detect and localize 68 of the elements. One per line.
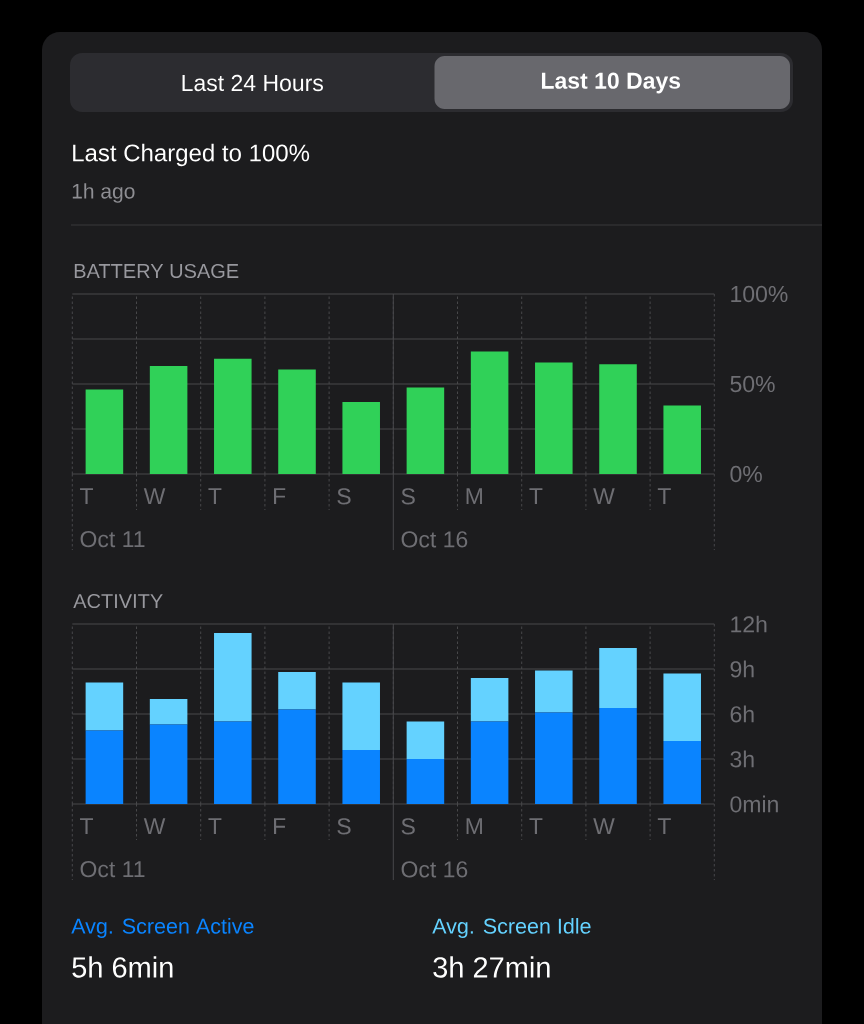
x-tick-label: S [337,818,351,835]
bar [470,678,509,722]
x-tick-label: M [466,818,482,835]
bar [663,741,701,805]
y-tick-label: 3h [730,750,754,768]
y-tick-label: 100% [731,285,788,303]
y-tick-label: 9h [730,660,754,678]
bar [342,402,380,475]
x-tick-label: F [273,488,286,505]
x-tick-label: W [143,818,166,835]
text: 1h ago [72,183,135,203]
x-tick-label: T Oct 11 [80,818,145,878]
chart-title: ACTIVITY [73,593,163,609]
x-tick-label: S Oct 16 [401,818,468,878]
x-tick-label: T Oct 11 [80,488,145,548]
x-tick-label: M [466,488,482,505]
bar [663,405,701,475]
bar [214,633,252,722]
bar [470,721,509,805]
bar [406,387,445,475]
bar [599,648,637,709]
x-tick-label: S Oct 16 [401,488,468,548]
bar [278,672,316,710]
bar [149,699,188,725]
y-tick-label: 12h [731,615,767,633]
bar [85,389,124,475]
y-tick-label: 50% [730,375,775,393]
bar [278,369,316,475]
text: 5h 6min [72,956,173,978]
text: Last Charged to 100% [73,143,310,167]
bar [85,730,124,805]
bar [278,709,316,805]
text: Last 10 Days [541,72,681,94]
x-tick-label: F [273,818,286,835]
text: Avg. Screen Idle [432,917,591,939]
bar [342,750,380,805]
x-tick-label: S [337,488,351,505]
y-tick-label: 6h [730,705,754,723]
x-tick-label: T [208,818,222,835]
x-tick-label: W [593,818,615,835]
bar [406,759,445,805]
x-tick-label: W [593,488,615,505]
bar [663,673,701,742]
bar [149,366,188,475]
chart-title: BATTERY USAGE [74,263,239,279]
bar [599,364,637,475]
bar [535,670,573,713]
text: Last 24 Hours [182,74,323,92]
x-tick-label: T [657,488,671,505]
bar [599,708,637,805]
bar [535,712,573,805]
bar [214,721,252,805]
text: Avg. Screen Active [71,917,254,939]
x-tick-label: T [529,488,543,505]
bar [214,358,252,475]
bar [470,351,509,475]
bar [342,682,380,751]
x-tick-label: T [529,818,543,835]
bar [535,362,573,475]
bar [406,721,445,760]
text: 3h 27min [433,956,550,978]
bar [85,682,124,731]
y-tick-label: 0min [730,795,778,813]
x-tick-label: T [208,488,222,505]
bar [149,724,188,805]
y-tick-label: 0% [730,465,762,483]
x-tick-label: W [143,488,166,505]
x-tick-label: T [657,818,671,835]
